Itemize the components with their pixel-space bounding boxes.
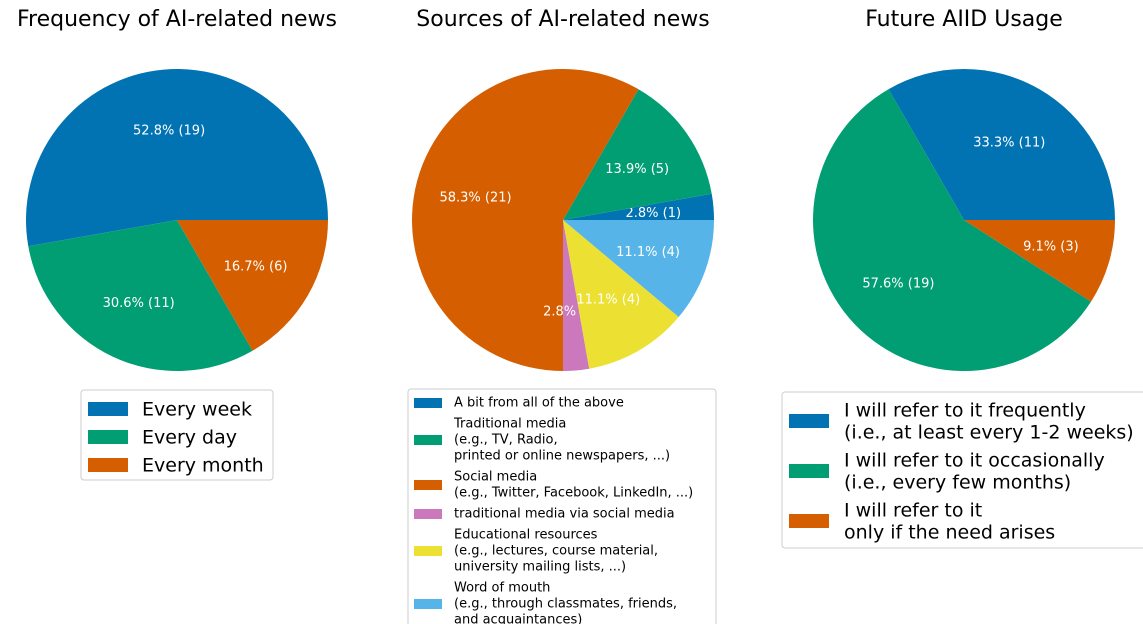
legend-entry-every-week: Every week — [88, 399, 252, 421]
legend-entry-word-of-mouth: Word of mouth(e.g., through classmates, … — [414, 581, 677, 624]
legend-label: Educational resources — [454, 528, 598, 543]
legend: A bit from all of the above Traditional m… — [414, 396, 693, 624]
legend-box — [407, 388, 717, 624]
slice-data-label: 30.6% (11) — [103, 296, 175, 311]
pie-slice-traditional-media-via-social-media — [563, 220, 590, 371]
pie: 2.8% (1)13.9% (5)58.3% (21)2.8% (1)11.1%… — [412, 68, 714, 371]
chart-sources: Sources of AI-related news 2.8% (1) 13.9%… — [407, 7, 717, 624]
chart-title: Frequency of AI-related news — [17, 7, 337, 32]
pie-slice-traditional-media — [563, 89, 712, 220]
legend-swatch — [789, 514, 829, 528]
legend-label: printed or online newspapers, ...) — [454, 449, 670, 464]
legend-label: Every month — [142, 455, 264, 477]
slice-data-label: 9.1% (3) — [1023, 240, 1079, 255]
chart-future-usage: Future AIID Usage 33.3% (11) 57.6% (19) 9.… — [781, 7, 1143, 549]
chart-title: Sources of AI-related news — [416, 7, 709, 32]
legend-entry-traditional-media: Traditional media(e.g., TV, Radio,printe… — [414, 417, 670, 464]
legend-swatch — [789, 414, 829, 428]
pie: 33.3% (11) 57.6% (19) 9.1% (3) — [813, 68, 1115, 371]
legend-label: (e.g., lectures, course material, — [454, 544, 658, 559]
slice-data-label: 13.9% (5) — [605, 162, 669, 177]
pie-slice-i-will-refer-to-it-frequently — [888, 68, 1115, 220]
legend-entry-every-month: Every month — [88, 455, 264, 477]
legend-swatch — [414, 599, 442, 609]
legend-swatch — [414, 398, 442, 408]
slice-data-label: 52.8% (19) — [133, 124, 205, 139]
legend-label: (e.g., TV, Radio, — [454, 433, 558, 448]
legend-label: (i.e., at least every 1-2 weeks) — [844, 422, 1134, 444]
pie: 52.8% (19) 30.6% (11) 16.7% (6) — [25, 69, 328, 372]
legend-swatch — [88, 458, 128, 472]
legend-entry-educational-resources: Educational resources(e.g., lectures, co… — [414, 528, 658, 575]
legend-swatch — [88, 430, 128, 444]
legend-label: and acquaintances) — [454, 613, 582, 624]
slice-data-label: 11.1% (4) — [576, 293, 640, 308]
pie-slice-every-month — [177, 220, 328, 351]
legend-label: (e.g., Twitter, Facebook, LinkedIn, ...) — [454, 486, 693, 501]
legend-label: traditional media via social media — [454, 507, 675, 522]
legend-swatch — [414, 546, 442, 556]
legend-label: I will refer to it frequently — [844, 400, 1086, 422]
pie-slice-educational-resources — [563, 220, 679, 369]
legend-swatch — [88, 402, 128, 416]
legend-entry-social-media: Social media(e.g., Twitter, Facebook, Li… — [414, 470, 693, 501]
pie-slice-i-will-refer-to-it — [964, 220, 1115, 302]
slice-data-label: 16.7% (6) — [224, 259, 288, 274]
slice-data-label: 57.6% (19) — [862, 277, 934, 292]
pie-slice-word-of-mouth — [563, 220, 714, 318]
pie-slice-i-will-refer-to-it-occasionally — [813, 89, 1092, 371]
slice-data-label: 58.3% (21) — [439, 191, 511, 206]
legend-label: Word of mouth — [454, 581, 550, 596]
legend-entry-i-will-refer-to-it-occasionally: I will refer to it occasionally(i.e., ev… — [789, 450, 1105, 494]
slice-data-label: 2.8% (1) — [626, 206, 682, 221]
legend-label: university mailing lists, ...) — [454, 560, 626, 575]
legend-label: (e.g., through classmates, friends, — [454, 597, 677, 612]
legend-swatch — [414, 509, 442, 519]
pie-slice-every-day — [28, 220, 253, 372]
legend-label: Every day — [142, 427, 237, 449]
legend-entry-traditional-media-via-social-media: traditional media via social media — [414, 507, 675, 522]
legend-label: I will refer to it — [844, 500, 982, 522]
legend-entry-a-bit-from-all-of-the-above: A bit from all of the above — [414, 396, 624, 411]
legend-label: A bit from all of the above — [454, 396, 624, 411]
legend-swatch — [789, 464, 829, 478]
slice-data-label: 33.3% (11) — [973, 136, 1045, 151]
legend-swatch — [414, 435, 442, 445]
legend-swatch — [414, 480, 442, 490]
legend-entry-every-day: Every day — [88, 427, 237, 449]
legend: Every week Every day Every month — [88, 399, 264, 477]
legend: I will refer to it frequently(i.e., at l… — [789, 400, 1134, 544]
legend-box — [781, 391, 1143, 549]
chart-title: Future AIID Usage — [865, 7, 1063, 32]
legend-label: only if the need arises — [844, 522, 1055, 544]
legend-label: (i.e., every few months) — [844, 472, 1071, 494]
pie-slice-social-media — [412, 68, 639, 371]
legend-label: Social media — [454, 470, 537, 485]
pie-slice-every-week — [25, 69, 328, 247]
legend-label: Every week — [142, 399, 252, 421]
pie-slice-a-bit-from-all-of-the-above — [563, 193, 714, 220]
slice-data-label: 11.1% (4) — [616, 245, 680, 260]
legend-entry-i-will-refer-to-it-frequently: I will refer to it frequently(i.e., at l… — [789, 400, 1134, 444]
legend-box — [80, 389, 274, 481]
legend-label: I will refer to it occasionally — [844, 450, 1105, 472]
chart-frequency: Frequency of AI-related news 52.8% (19) 3… — [17, 7, 337, 481]
legend-label: Traditional media — [453, 417, 566, 432]
